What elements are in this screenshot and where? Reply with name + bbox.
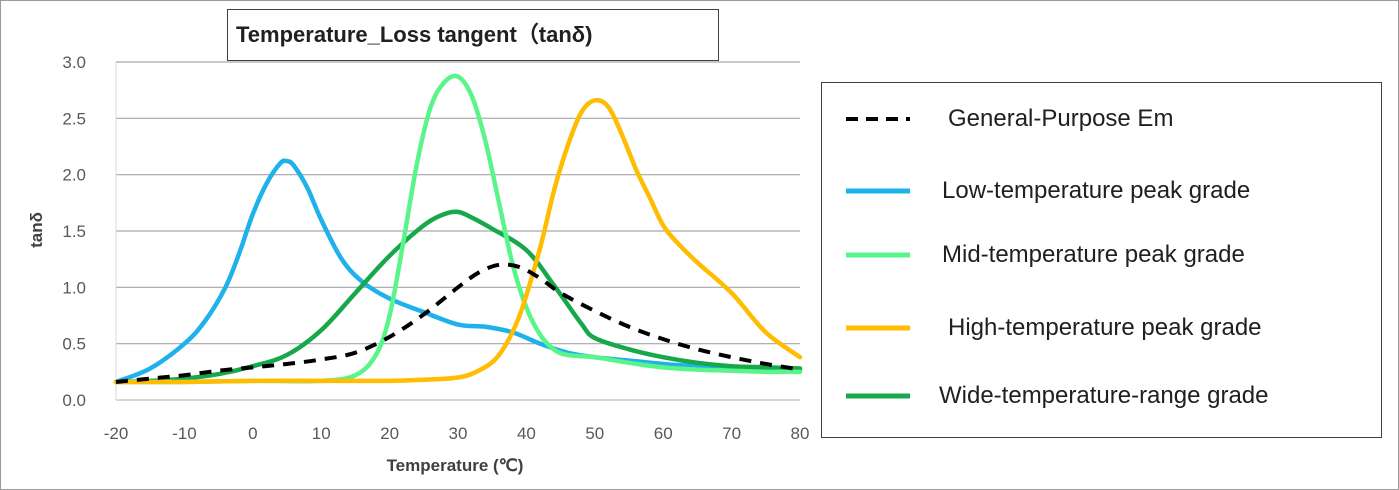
x-tick-label: 60 (654, 424, 673, 443)
legend-item-high-temperature: High-temperature peak grade (822, 308, 1381, 348)
y-tick-label: 1.0 (62, 278, 86, 297)
x-tick-label: 80 (791, 424, 810, 443)
chart-legend: General-Purpose Em Low-temperature peak … (821, 82, 1382, 438)
legend-swatch-high-temperature (846, 325, 910, 331)
legend-label-mid-temperature: Mid-temperature peak grade (942, 241, 1245, 268)
y-tick-label: 0.0 (62, 391, 86, 410)
legend-label-low-temperature: Low-temperature peak grade (942, 177, 1251, 204)
legend-label-wide-temperature-range: Wide-temperature-range grade (939, 382, 1269, 409)
x-tick-label: 30 (449, 424, 468, 443)
chart-title: Temperature_Loss tangent（tanδ) (227, 9, 719, 61)
y-tick-label: 2.0 (62, 166, 86, 185)
x-tick-label: 10 (312, 424, 331, 443)
y-axis-title: tanδ (27, 212, 46, 248)
legend-item-low-temperature: Low-temperature peak grade (822, 171, 1381, 211)
x-axis-title: Temperature (℃) (387, 456, 524, 475)
legend-swatch-mid-temperature (846, 252, 910, 258)
series-low-temperature-line (113, 158, 803, 385)
x-tick-label: 0 (248, 424, 257, 443)
legend-item-general-purpose: General-Purpose Em (822, 99, 1381, 139)
x-tick-label: -10 (172, 424, 197, 443)
x-tick-label: 50 (585, 424, 604, 443)
series-high-temperature-line (113, 97, 803, 385)
legend-swatch-wide-temperature-range (846, 393, 910, 399)
x-tick-label: 20 (380, 424, 399, 443)
x-tick-label: 40 (517, 424, 536, 443)
legend-label-high-temperature: High-temperature peak grade (948, 314, 1262, 341)
y-tick-label: 1.5 (62, 222, 86, 241)
x-tick-label: 70 (722, 424, 741, 443)
legend-swatch-general-purpose (846, 117, 910, 121)
y-tick-label: 2.5 (62, 109, 86, 128)
y-tick-label: 3.0 (62, 53, 86, 72)
series-mid-temperature-line (113, 73, 803, 385)
chart-title-text: Temperature_Loss tangent（tanδ) (236, 22, 593, 47)
legend-item-mid-temperature: Mid-temperature peak grade (822, 235, 1381, 275)
series-general-purpose-line (115, 262, 801, 384)
x-tick-label: -20 (104, 424, 129, 443)
legend-swatch-low-temperature (846, 188, 910, 194)
legend-label-general-purpose: General-Purpose Em (948, 105, 1174, 132)
y-tick-label: 0.5 (62, 335, 86, 354)
legend-item-wide-temperature-range: Wide-temperature-range grade (822, 376, 1381, 416)
